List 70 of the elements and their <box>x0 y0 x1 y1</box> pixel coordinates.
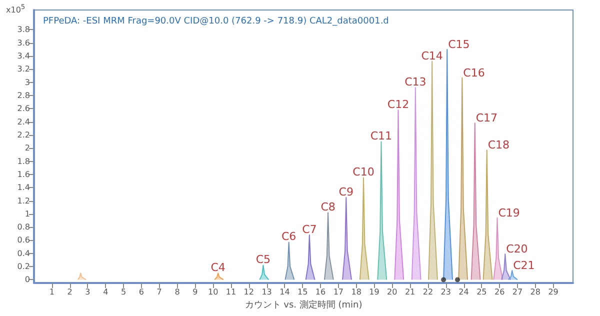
y-axis-title: x10$^{5}$ <box>6 2 26 17</box>
y-tick-label: 3.2 <box>17 64 30 74</box>
x-tick-label: 15 <box>298 288 308 296</box>
series-label: C8 <box>320 200 336 214</box>
x-tick-label: 10 <box>208 288 218 296</box>
y-tick-label: 2 <box>24 144 30 153</box>
x-tick-label: 9 <box>192 288 198 296</box>
x-tick-label: 8 <box>174 288 180 296</box>
y-tick-label: 3.6 <box>17 38 30 48</box>
series-label: C18 <box>488 138 510 152</box>
x-tick-label: 7 <box>156 288 162 296</box>
x-tick-label: 26 <box>494 288 505 296</box>
y-tick-label: 2.2 <box>17 130 30 140</box>
x-tick-label: 20 <box>387 288 398 296</box>
y-tick-label: 2.4 <box>17 117 30 126</box>
y-tick-label: 2.6 <box>17 104 30 114</box>
series-label: C17 <box>476 112 498 125</box>
y-tick-label: 0.2 <box>17 262 30 272</box>
series-label: C15 <box>448 38 470 51</box>
x-tick-label: 6 <box>138 288 144 296</box>
x-axis-title: カウント vs. 測定時間 (min) <box>244 299 362 310</box>
y-tick-label: 2.8 <box>17 91 30 100</box>
x-tick-label: 29 <box>548 288 558 296</box>
series-label: C11 <box>370 130 392 143</box>
x-tick-label: 14 <box>280 288 290 296</box>
series-label: C20 <box>506 242 528 256</box>
series-label: C9 <box>338 185 354 198</box>
text: PFPeDA: -ESI MRM Frag=90.0V CID@10.0 (762.9 -> 718.9) CAL2_data0001.d <box>43 16 389 26</box>
series-label: C7 <box>302 222 317 236</box>
x-tick-label: 27 <box>512 288 523 296</box>
x-tick-label: 16 <box>315 288 326 296</box>
series-label: C16 <box>463 66 485 80</box>
x-tick-label: 19 <box>369 288 380 296</box>
x-tick-label: 25 <box>476 288 487 296</box>
series-label: C6 <box>281 230 296 244</box>
x-tick-label: 5 <box>120 288 126 296</box>
x-tick-label: 2 <box>67 288 72 296</box>
series-label: C21 <box>513 259 535 272</box>
x-tick-label: 24 <box>458 288 469 296</box>
y-tick-label: 1.8 <box>17 156 30 166</box>
x-tick-label: 28 <box>530 288 540 296</box>
series-label: C13 <box>404 76 426 89</box>
y-tick-label: 0.6 <box>17 236 30 245</box>
x-tick-label: 18 <box>351 288 362 296</box>
x-tick-label: 17 <box>333 288 344 296</box>
series-label: C4 <box>210 261 226 274</box>
x-tick-label: 1 <box>49 288 54 296</box>
x-tick-label: 22 <box>422 288 434 296</box>
series-label: C5 <box>256 253 271 266</box>
y-tick-label: 0.8 <box>17 222 30 232</box>
x-tick-label: 23 <box>440 288 451 296</box>
x-tick-label: 12 <box>244 288 254 296</box>
x-tick-label: 4 <box>103 288 108 296</box>
x-tick-label: 11 <box>226 288 236 296</box>
x-tick-label: 21 <box>404 288 416 296</box>
series-label: C12 <box>387 98 410 111</box>
x-tick-label: 3 <box>85 288 90 296</box>
y-tick-label: 0 <box>24 275 30 284</box>
series-label: C14 <box>421 49 443 62</box>
series-label: C19 <box>498 206 520 220</box>
y-tick-label: 3.8 <box>17 25 30 34</box>
y-tick-label: 0.4 <box>17 248 30 258</box>
x-tick-label: 13 <box>262 288 272 296</box>
y-tick-label: 3.4 <box>17 52 30 61</box>
y-tick-label: 1 <box>24 209 30 218</box>
y-tick-label: 1.4 <box>17 183 30 192</box>
y-tick-label: 3 <box>24 78 30 87</box>
series-label: C10 <box>352 166 374 179</box>
y-tick-label: 1.6 <box>17 170 30 179</box>
y-tick-label: 1.2 <box>17 196 30 206</box>
